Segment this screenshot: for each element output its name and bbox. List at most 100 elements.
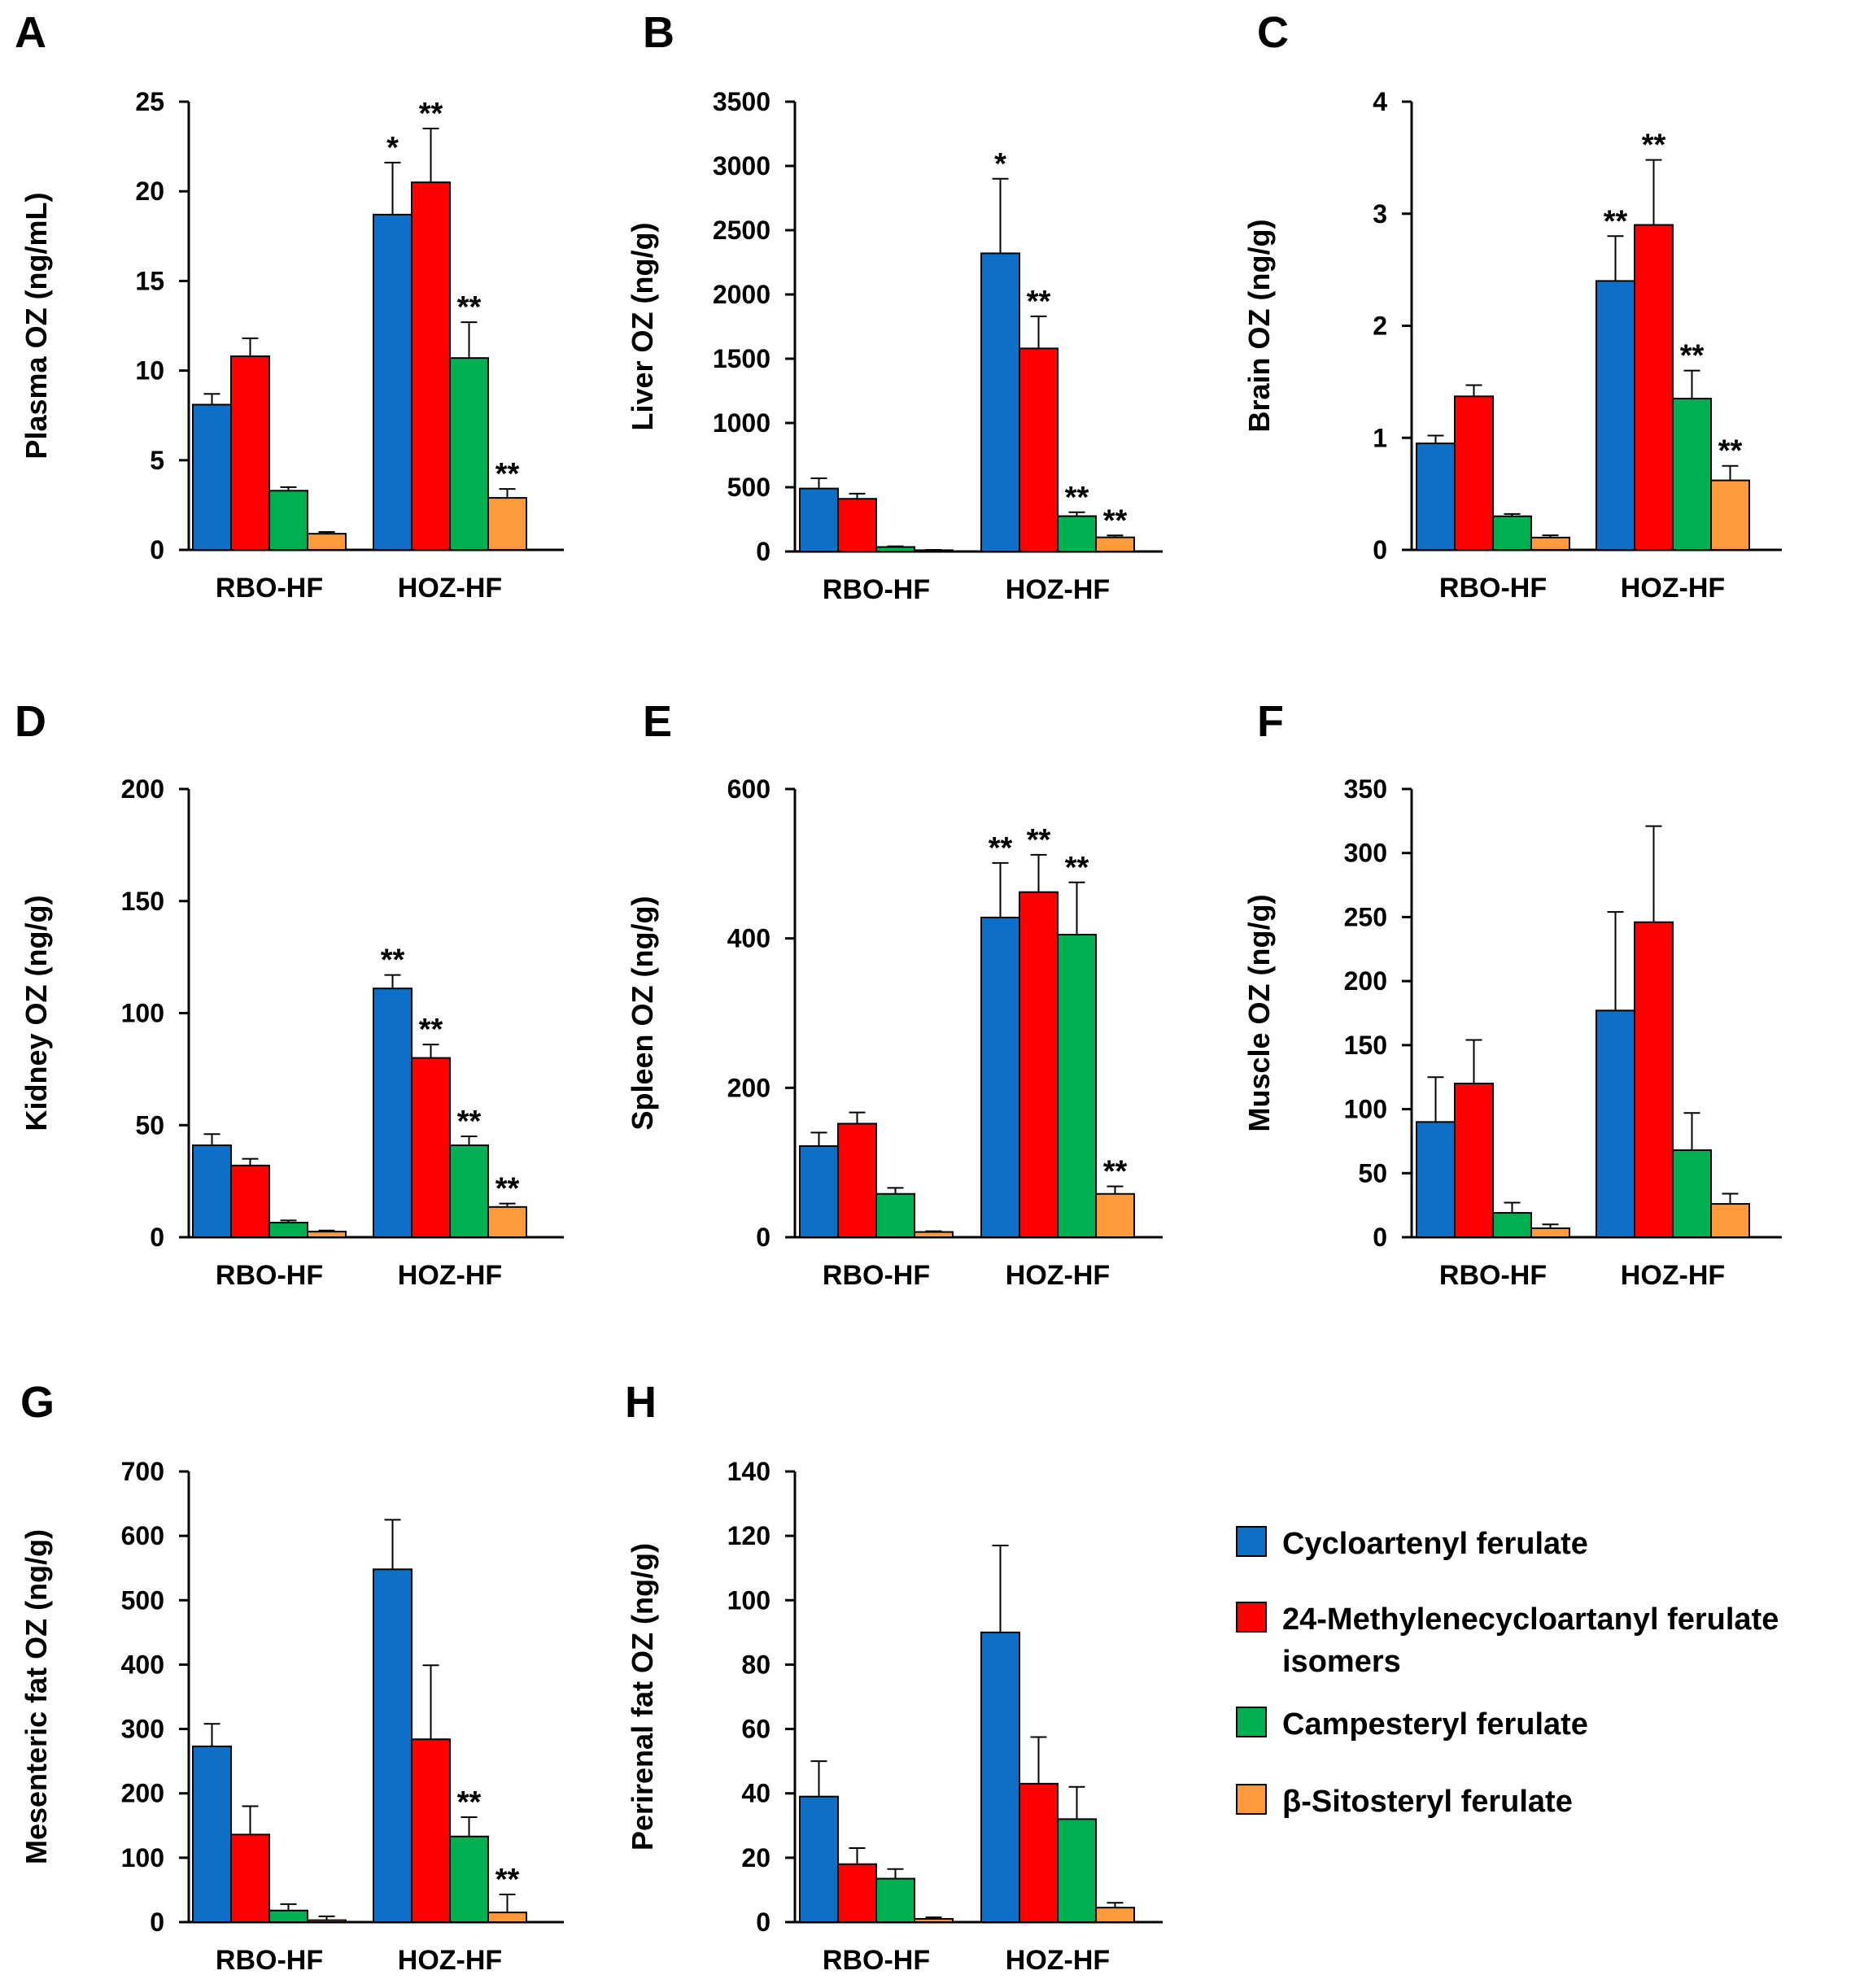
- significance-marker: **: [1604, 204, 1628, 238]
- bar: [914, 1918, 954, 1924]
- bar: [1710, 479, 1750, 551]
- y-tick-label: 60: [741, 1715, 770, 1744]
- y-tick-label: 200: [121, 774, 164, 804]
- x-category-label: HOZ-HF: [1006, 1260, 1110, 1291]
- bar: [1454, 395, 1494, 551]
- bar: [1710, 1203, 1750, 1239]
- bar: [980, 1631, 1020, 1924]
- bar: [230, 355, 270, 551]
- bar: [1672, 398, 1712, 551]
- chart-panel-b: B 0 500 1000 1500 2000 2500 3000 3500 Liver OZ (n…: [626, 8, 1163, 605]
- bar: [373, 1568, 413, 1923]
- y-tick-label: 2500: [713, 216, 770, 245]
- bar: [1019, 891, 1059, 1238]
- significance-marker: **: [495, 457, 520, 491]
- bar: [487, 1205, 527, 1238]
- bar: [449, 357, 489, 551]
- x-category-label: HOZ-HF: [1621, 573, 1725, 604]
- y-tick-label: 400: [727, 924, 770, 953]
- legend-swatch: [1236, 1784, 1267, 1815]
- significance-marker: **: [1718, 434, 1743, 469]
- chart-panel-g: G 0 100 200 300 400 500 600 700 Mesenteric fat OZ…: [20, 1378, 564, 1976]
- bar: [1057, 934, 1097, 1238]
- significance-marker: *: [386, 131, 399, 165]
- y-axis-title: Liver OZ (ng/g): [626, 223, 659, 431]
- significance-marker: **: [457, 1105, 482, 1139]
- bar: [875, 1192, 915, 1239]
- y-tick-label: 500: [121, 1585, 164, 1615]
- x-category-label: HOZ-HF: [398, 1260, 502, 1291]
- x-category-label: RBO-HF: [1439, 573, 1547, 604]
- x-category-label: RBO-HF: [1439, 1260, 1547, 1291]
- bar: [1530, 1227, 1570, 1238]
- y-tick-label: 1: [1373, 423, 1387, 452]
- y-tick-label: 200: [1344, 966, 1387, 996]
- y-tick-label: 350: [1344, 774, 1387, 804]
- y-tick-label: 20: [135, 177, 164, 206]
- bar: [487, 1912, 527, 1924]
- y-axis-title: Kidney OZ (ng/g): [20, 896, 53, 1131]
- y-tick-label: 100: [1344, 1095, 1387, 1124]
- y-tick-label: 150: [1344, 1031, 1387, 1060]
- bar: [799, 1144, 839, 1239]
- panel-letter: G: [20, 1378, 55, 1427]
- y-tick-label: 100: [727, 1585, 770, 1615]
- bar: [1095, 1907, 1135, 1924]
- y-tick-label: 700: [121, 1457, 164, 1486]
- significance-marker: **: [495, 1863, 520, 1897]
- legend-label: Cycloartenyl ferulate: [1282, 1527, 1588, 1561]
- y-tick-label: 300: [1344, 839, 1387, 868]
- panel-letter: H: [625, 1378, 657, 1427]
- bar: [1095, 1192, 1135, 1239]
- y-tick-label: 15: [135, 266, 164, 295]
- y-tick-label: 100: [121, 999, 164, 1028]
- x-category-label: RBO-HF: [216, 1260, 323, 1291]
- bar: [1530, 536, 1570, 551]
- y-tick-label: 0: [1373, 535, 1387, 565]
- x-category-label: HOZ-HF: [1006, 574, 1110, 605]
- bar: [230, 1833, 270, 1924]
- y-tick-label: 5: [150, 446, 164, 475]
- y-tick-label: 0: [150, 1223, 164, 1252]
- y-axis-title: Brain OZ (ng/g): [1242, 220, 1276, 433]
- panel-letter: D: [15, 697, 46, 746]
- x-category-label: RBO-HF: [823, 574, 930, 605]
- y-tick-label: 0: [756, 1907, 770, 1937]
- bar: [449, 1835, 489, 1923]
- y-tick-label: 2: [1373, 312, 1387, 341]
- panel-letter: A: [15, 8, 46, 57]
- legend-swatch: [1236, 1526, 1267, 1557]
- bar: [192, 403, 232, 551]
- significance-marker: **: [1027, 823, 1051, 857]
- y-tick-label: 1000: [713, 408, 770, 438]
- y-tick-label: 0: [1373, 1223, 1387, 1252]
- bar: [980, 252, 1020, 552]
- bar: [837, 1123, 877, 1238]
- bar: [799, 487, 839, 553]
- y-axis-title: Spleen OZ (ng/g): [626, 896, 659, 1131]
- significance-marker: *: [994, 147, 1006, 181]
- y-tick-label: 3500: [713, 87, 770, 116]
- panel-letter: C: [1257, 8, 1289, 57]
- bar: [411, 1738, 451, 1924]
- y-tick-label: 50: [135, 1110, 164, 1140]
- bar: [192, 1144, 232, 1239]
- y-tick-label: 150: [121, 887, 164, 916]
- significance-marker: **: [457, 290, 482, 325]
- significance-marker: **: [419, 1013, 443, 1047]
- bar: [799, 1795, 839, 1923]
- y-tick-label: 200: [121, 1779, 164, 1808]
- y-axis-title: Perirenal fat OZ (ng/g): [626, 1543, 659, 1851]
- y-tick-label: 20: [741, 1843, 770, 1872]
- bar: [1095, 536, 1135, 552]
- y-tick-label: 25: [135, 87, 164, 116]
- y-tick-label: 4: [1373, 87, 1387, 116]
- bar: [837, 1863, 877, 1924]
- y-tick-label: 250: [1344, 902, 1387, 931]
- panel-letter: F: [1257, 697, 1284, 746]
- bar: [1596, 280, 1635, 551]
- chart-panel-f: F 0 50 100 150 200 250 300 350 Muscle OZ (ng/g) RB…: [1242, 697, 1782, 1291]
- x-category-label: RBO-HF: [216, 1945, 323, 1976]
- legend-swatch: [1236, 1602, 1267, 1633]
